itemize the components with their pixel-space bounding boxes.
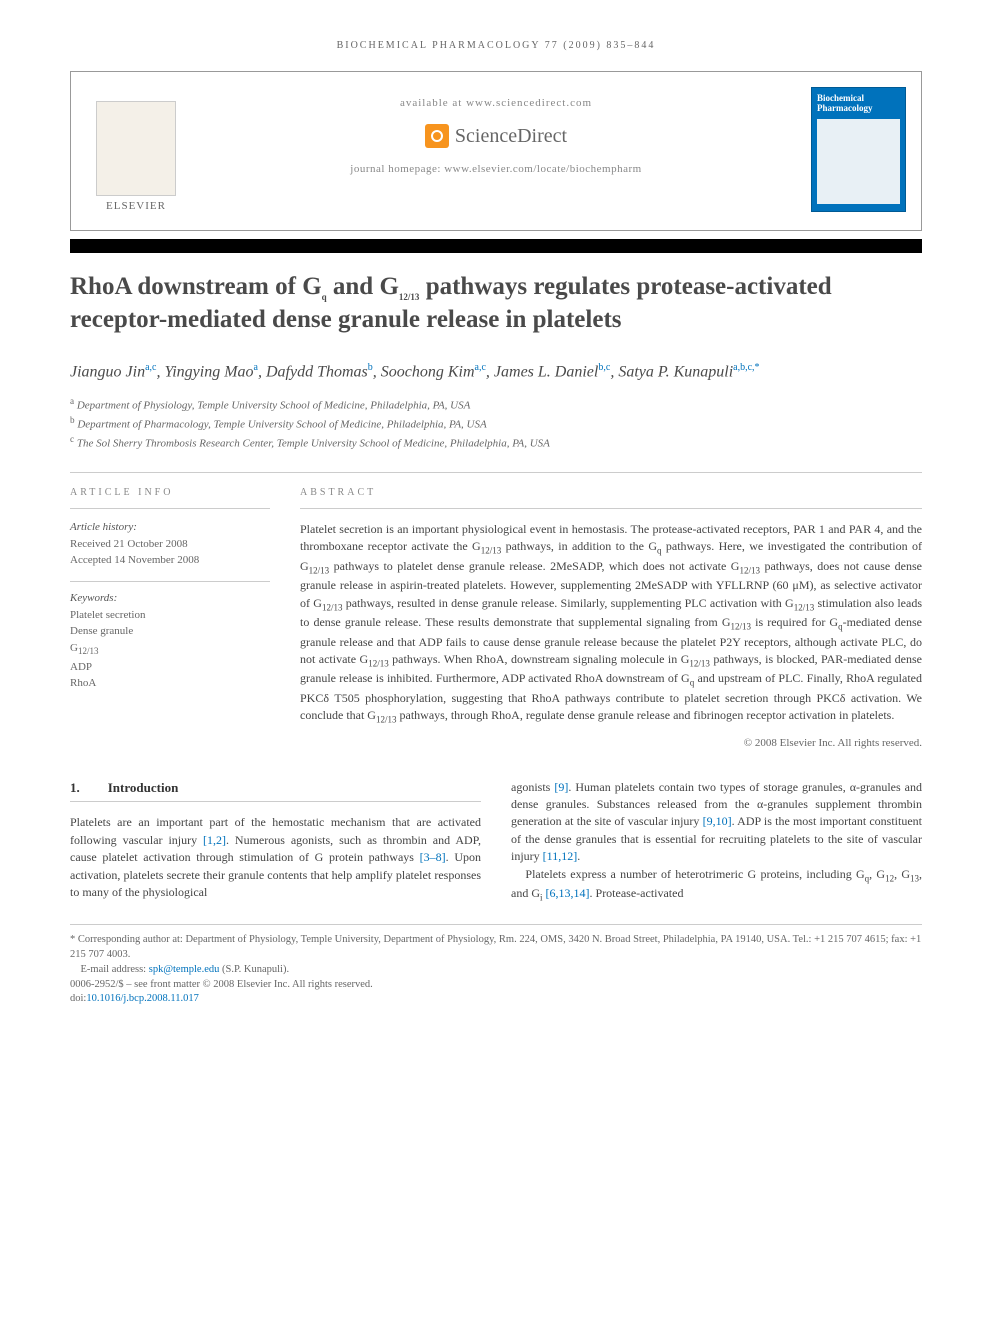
section-heading: 1. Introduction — [70, 779, 481, 803]
keyword: RhoA — [70, 675, 270, 692]
email-address[interactable]: spk@temple.edu — [149, 964, 220, 975]
journal-homepage: journal homepage: www.elsevier.com/locat… — [211, 163, 781, 175]
body-column-right: agonists [9]. Human platelets contain tw… — [511, 779, 922, 905]
info-divider — [70, 581, 270, 582]
body-paragraph: Platelets are an important part of the h… — [70, 814, 481, 901]
keyword: ADP — [70, 659, 270, 676]
elsevier-logo: ELSEVIER — [86, 87, 186, 212]
journal-cover-title: Biochemical Pharmacology — [817, 93, 900, 113]
keywords-label: Keywords: — [70, 592, 270, 604]
elsevier-name: ELSEVIER — [106, 200, 166, 212]
author: Yingying Mao — [164, 364, 253, 381]
issn-line: 0006-2952/$ – see front matter © 2008 El… — [70, 978, 922, 993]
abstract-copyright: © 2008 Elsevier Inc. All rights reserved… — [300, 737, 922, 749]
affiliation: c The Sol Sherry Thrombosis Research Cen… — [70, 433, 922, 452]
availability-text: available at www.sciencedirect.com — [211, 97, 781, 109]
article-info-row: ARTICLE INFO Article history: Received 2… — [70, 472, 922, 749]
author: Satya P. Kunapuli — [618, 364, 733, 381]
article-info-head: ARTICLE INFO — [70, 487, 270, 509]
doi-line: doi:10.1016/j.bcp.2008.11.017 — [70, 992, 922, 1007]
author: Jianguo Jin — [70, 364, 145, 381]
authors-list: Jianguo Jina,c, Yingying Maoa, Dafydd Th… — [70, 360, 922, 384]
email-line: E-mail address: spk@temple.edu (S.P. Kun… — [70, 963, 922, 978]
affiliation: a Department of Physiology, Temple Unive… — [70, 395, 922, 414]
journal-header: ELSEVIER Biochemical Pharmacology availa… — [70, 71, 922, 231]
article-title: RhoA downstream of Gq and G12/13 pathway… — [70, 271, 922, 336]
body-paragraph: agonists [9]. Human platelets contain tw… — [511, 779, 922, 866]
sciencedirect-icon — [425, 124, 449, 148]
sciencedirect-text: ScienceDirect — [455, 125, 567, 148]
history-label: Article history: — [70, 521, 270, 533]
journal-cover-thumbnail: Biochemical Pharmacology — [811, 87, 906, 212]
body-paragraph: Platelets express a number of heterotrim… — [511, 866, 922, 905]
keyword: Platelet secretion — [70, 607, 270, 624]
abstract-text: Platelet secretion is an important physi… — [300, 521, 922, 727]
journal-cover-body — [817, 119, 900, 204]
section-title: Introduction — [108, 779, 179, 798]
page-footer: * Corresponding author at: Department of… — [70, 924, 922, 1006]
article-info-column: ARTICLE INFO Article history: Received 2… — [70, 487, 270, 749]
author: Soochong Kim — [381, 364, 475, 381]
affiliation: b Department of Pharmacology, Temple Uni… — [70, 414, 922, 433]
abstract-head: ABSTRACT — [300, 487, 922, 509]
sciencedirect-logo: ScienceDirect — [211, 124, 781, 148]
corresponding-author: * Corresponding author at: Department of… — [70, 933, 922, 962]
abstract-column: ABSTRACT Platelet secretion is an import… — [300, 487, 922, 749]
running-head: BIOCHEMICAL PHARMACOLOGY 77 (2009) 835–8… — [70, 40, 922, 51]
body-columns: 1. Introduction Platelets are an importa… — [70, 779, 922, 905]
received-date: Received 21 October 2008 — [70, 536, 270, 553]
keyword: G12/13 — [70, 640, 270, 659]
author: Dafydd Thomas — [266, 364, 368, 381]
accepted-date: Accepted 14 November 2008 — [70, 552, 270, 569]
doi-link[interactable]: 10.1016/j.bcp.2008.11.017 — [86, 993, 198, 1004]
body-column-left: 1. Introduction Platelets are an importa… — [70, 779, 481, 905]
black-divider-bar — [70, 239, 922, 253]
section-number: 1. — [70, 779, 80, 798]
author: James L. Daniel — [494, 364, 598, 381]
keyword: Dense granule — [70, 623, 270, 640]
elsevier-tree-icon — [96, 101, 176, 196]
affiliations: a Department of Physiology, Temple Unive… — [70, 395, 922, 452]
header-center: available at www.sciencedirect.com Scien… — [91, 87, 901, 175]
